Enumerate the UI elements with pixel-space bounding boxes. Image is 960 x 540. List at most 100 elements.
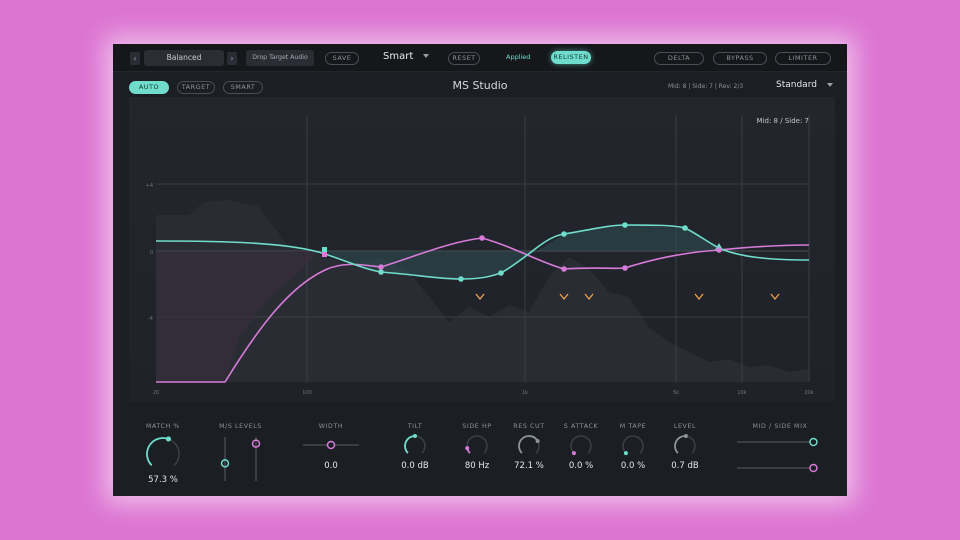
mid-level-fader-handle[interactable] bbox=[220, 459, 230, 468]
eq-curve-display[interactable]: Mid: 8 / Side: 7 +4 0 -4 20 100 1k 5k 10… bbox=[129, 97, 835, 402]
reset-button[interactable]: RESET bbox=[448, 52, 480, 65]
resonance-marker-icon bbox=[559, 293, 569, 301]
top-toolbar: ‹ Balanced › Drop Target Audio SAVE Smar… bbox=[113, 44, 847, 72]
limiter-button[interactable]: LIMITER bbox=[775, 52, 831, 65]
width-slider-handle[interactable] bbox=[326, 440, 336, 450]
side-level-fader-handle[interactable] bbox=[251, 439, 261, 448]
knob-pointer bbox=[535, 438, 540, 443]
s-attack-knob[interactable] bbox=[569, 434, 593, 458]
tab-target[interactable]: TARGET bbox=[177, 81, 215, 94]
relisten-button[interactable]: RELISTEN bbox=[551, 51, 591, 64]
preset-name-display[interactable]: Balanced bbox=[144, 50, 224, 66]
y-label-plus4: +4 bbox=[146, 183, 153, 189]
mid-band-node[interactable] bbox=[378, 269, 384, 275]
ms-levels-label: M/S LEVELS bbox=[219, 423, 262, 430]
spectrum-silhouette bbox=[156, 200, 809, 382]
side-band-node[interactable] bbox=[378, 264, 384, 270]
mid-band-node[interactable] bbox=[622, 222, 628, 228]
s-attack-label: S ATTACK bbox=[563, 423, 599, 430]
tilt-knob[interactable] bbox=[403, 434, 427, 458]
m-tape-value: 0.0 % bbox=[620, 461, 646, 471]
tilt-label: TILT bbox=[407, 423, 423, 430]
mid-band-node[interactable] bbox=[682, 225, 688, 231]
width-label: WIDTH bbox=[318, 423, 344, 430]
page-title: MS Studio bbox=[452, 79, 508, 92]
mid-band-node[interactable] bbox=[498, 270, 504, 276]
knob-value-arc bbox=[146, 437, 169, 466]
side-band-node[interactable] bbox=[622, 265, 628, 271]
view-select-value: Standard bbox=[776, 80, 817, 90]
x-label-10k: 10k bbox=[737, 390, 746, 396]
resonance-marker-icon bbox=[770, 293, 780, 301]
graph-overlay-label: Mid: 8 / Side: 7 bbox=[757, 117, 809, 125]
mid-mix-slider-handle[interactable] bbox=[809, 437, 818, 447]
plugin-window: ‹ Balanced › Drop Target Audio SAVE Smar… bbox=[113, 44, 847, 496]
knob-value-arc bbox=[674, 435, 687, 454]
side-band-nodes[interactable] bbox=[378, 235, 722, 272]
x-label-20k: 20k bbox=[804, 390, 813, 396]
knob-track bbox=[466, 435, 488, 454]
mode-select-value: Smart bbox=[383, 51, 414, 62]
side-hp-knob[interactable] bbox=[465, 434, 489, 458]
ms-levels-faders[interactable] bbox=[218, 434, 263, 484]
bypass-button[interactable]: BYPASS bbox=[713, 52, 767, 65]
knob-pointer bbox=[683, 434, 688, 439]
y-label-minus4: -4 bbox=[148, 316, 153, 322]
m-tape-label: M TAPE bbox=[619, 423, 647, 430]
knob-pointer bbox=[465, 446, 470, 451]
knob-pointer bbox=[165, 436, 171, 442]
level-label: LEVEL bbox=[673, 423, 697, 430]
mid-side-mix-label: MID / SIDE MIX bbox=[752, 423, 808, 430]
prev-preset-button[interactable]: ‹ bbox=[130, 52, 140, 65]
side-mix-slider-handle[interactable] bbox=[809, 463, 818, 473]
applied-status: Applied bbox=[506, 53, 531, 61]
resonance-marker-icon bbox=[475, 293, 485, 301]
match-value: 57.3 % bbox=[148, 475, 178, 485]
save-button[interactable]: SAVE bbox=[325, 52, 359, 65]
level-value: 0.7 dB bbox=[671, 461, 699, 471]
x-label-100: 100 bbox=[302, 390, 312, 396]
tab-smart[interactable]: SMART bbox=[223, 81, 263, 94]
side-band-node[interactable] bbox=[479, 235, 485, 241]
side-hp-label: SIDE HP bbox=[462, 423, 492, 430]
m-tape-knob[interactable] bbox=[621, 434, 645, 458]
knob-track bbox=[570, 435, 592, 454]
res-cut-knob[interactable] bbox=[517, 434, 541, 458]
delta-button[interactable]: DELTA bbox=[654, 52, 704, 65]
s-attack-value: 0.0 % bbox=[568, 461, 594, 471]
tilt-value: 0.0 dB bbox=[401, 461, 429, 471]
resonance-marker-icon bbox=[584, 293, 594, 301]
knob-pointer bbox=[623, 451, 628, 456]
resonance-markers bbox=[475, 293, 780, 301]
resonance-marker-icon bbox=[694, 293, 704, 301]
mode-select[interactable]: Smart bbox=[383, 51, 430, 62]
next-preset-button[interactable]: › bbox=[227, 52, 237, 65]
res-cut-value: 72.1 % bbox=[514, 461, 544, 471]
drop-target-audio-zone[interactable]: Drop Target Audio bbox=[246, 50, 314, 66]
x-label-1k: 1k bbox=[522, 390, 528, 396]
knob-track bbox=[622, 435, 644, 454]
mid-band-node[interactable] bbox=[561, 231, 567, 237]
mid-side-mix-sliders[interactable] bbox=[735, 434, 825, 474]
mid-band-node[interactable] bbox=[458, 276, 464, 282]
tab-auto[interactable]: AUTO bbox=[129, 81, 169, 94]
width-slider[interactable] bbox=[301, 440, 361, 450]
side-band-node[interactable] bbox=[716, 247, 722, 253]
side-band-node[interactable] bbox=[561, 266, 567, 272]
side-low-shade bbox=[156, 251, 319, 382]
knob-value-arc bbox=[404, 435, 416, 454]
knob-value-arc bbox=[518, 435, 539, 454]
y-label-zero: 0 bbox=[150, 250, 153, 256]
level-knob[interactable] bbox=[673, 434, 697, 458]
view-select[interactable]: Standard bbox=[776, 80, 833, 90]
knob-pointer bbox=[571, 451, 576, 456]
side-eq-curve bbox=[156, 237, 810, 383]
chevron-down-icon bbox=[826, 82, 833, 87]
mid-low-handle[interactable] bbox=[322, 247, 327, 252]
side-hp-value: 80 Hz bbox=[464, 461, 490, 471]
x-label-20: 20 bbox=[153, 390, 159, 396]
knob-pointer bbox=[413, 434, 417, 438]
match-label: MATCH % bbox=[145, 423, 181, 430]
res-cut-label: RES CUT bbox=[513, 423, 545, 430]
match-knob[interactable] bbox=[143, 434, 183, 474]
